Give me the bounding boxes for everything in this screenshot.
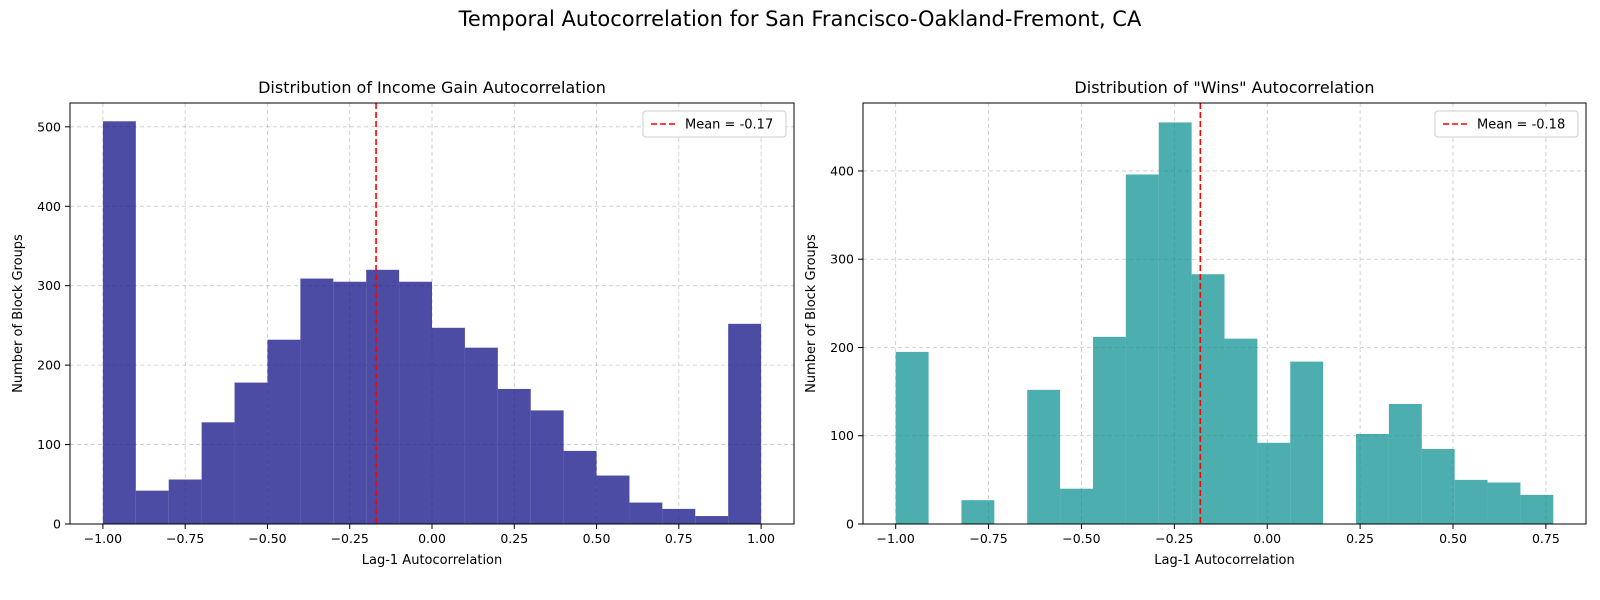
figure-title: Temporal Autocorrelation for San Francis…: [458, 7, 1142, 31]
histogram-bar: [464, 347, 498, 524]
histogram-bar: [1520, 494, 1554, 524]
histogram-bar: [201, 422, 235, 524]
x-tick-label: −0.25: [1155, 531, 1193, 546]
histogram-bar: [596, 475, 630, 524]
legend: Mean = -0.17: [642, 110, 787, 138]
histogram-bar: [333, 281, 367, 524]
histogram-bar: [563, 450, 597, 524]
y-tick-label: 300: [37, 278, 61, 293]
x-tick-label: 0.75: [665, 531, 693, 546]
histogram-bar: [1092, 336, 1126, 524]
histogram-bar: [234, 382, 268, 524]
x-tick-label: 0.00: [1253, 531, 1281, 546]
axes-frame: [862, 102, 1587, 525]
y-tick-label: 400: [37, 199, 61, 214]
legend-box: [642, 110, 787, 138]
histogram-bar: [1158, 122, 1192, 525]
histogram-bar: [168, 479, 202, 524]
y-tick-label: 200: [37, 358, 61, 373]
x-tick-label: 0.00: [418, 531, 446, 546]
x-axis-label: Lag-1 Autocorrelation: [362, 553, 503, 568]
histogram-bar: [300, 278, 334, 524]
histogram-bar: [1257, 442, 1291, 524]
histogram-bar: [1224, 338, 1258, 524]
histogram-bar: [662, 508, 696, 524]
y-tick-label: 0: [846, 517, 854, 532]
y-tick-label: 0: [53, 517, 61, 532]
y-tick-label: 100: [830, 428, 854, 443]
x-tick-label: −0.50: [1062, 531, 1100, 546]
chart-title: Distribution of "Wins" Autocorrelation: [1074, 78, 1374, 97]
x-tick-label: −0.75: [969, 531, 1007, 546]
histogram-bar: [629, 502, 663, 524]
histogram-bar: [135, 490, 169, 524]
legend: Mean = -0.18: [1434, 110, 1579, 138]
y-axis-label: Number of Block Groups: [804, 234, 819, 393]
histogram-bar: [1027, 389, 1061, 524]
histogram-bar: [728, 323, 762, 524]
legend-label: Mean = -0.18: [1477, 118, 1565, 133]
histogram-bar: [1125, 174, 1159, 524]
legend-label: Mean = -0.17: [685, 118, 773, 133]
histogram-bar: [1454, 479, 1488, 524]
y-tick-label: 400: [830, 163, 854, 178]
histogram-bar: [1421, 448, 1455, 524]
histogram-bar: [432, 327, 465, 524]
y-tick-label: 300: [830, 252, 854, 267]
histogram-bar: [1290, 361, 1324, 524]
x-tick-label: 1.00: [747, 531, 775, 546]
x-tick-label: 0.50: [583, 531, 611, 546]
x-tick-label: 0.25: [500, 531, 528, 546]
histogram-bar: [102, 121, 136, 525]
y-tick-label: 100: [37, 437, 61, 452]
histogram-bar: [1487, 482, 1521, 524]
x-tick-label: 0.25: [1346, 531, 1374, 546]
x-tick-label: 0.50: [1439, 531, 1467, 546]
x-tick-label: −0.50: [248, 531, 286, 546]
chart-panel-2: −1.00 −0.75 −0.50 −0.25 0.00 0.25 0.50 0.75 0 100…: [804, 78, 1587, 568]
histogram-bar: [530, 410, 564, 524]
histogram-bar: [961, 500, 995, 524]
x-axis-label: Lag-1 Autocorrelation: [1154, 553, 1295, 568]
histogram-bar: [1388, 403, 1422, 524]
histogram-bar: [895, 351, 929, 524]
x-tick-label: −1.00: [877, 531, 915, 546]
chart-panel-1: −1.00 −0.75 −0.50 −0.25 0.00 0.25 0.50 0.75 1.00…: [11, 78, 795, 568]
histogram-bar: [1191, 274, 1225, 524]
x-tick-label: −1.00: [84, 531, 122, 546]
histogram-bar: [399, 281, 432, 524]
legend-box: [1434, 110, 1579, 138]
histogram-bar: [497, 388, 531, 524]
y-axis-label: Number of Block Groups: [11, 234, 26, 393]
x-tick-label: −0.75: [166, 531, 204, 546]
histogram-bar: [1356, 433, 1389, 524]
histogram-bar: [695, 516, 729, 524]
histogram-bar: [366, 269, 400, 524]
histogram-bar: [267, 339, 301, 524]
x-tick-label: 0.75: [1532, 531, 1560, 546]
y-tick-label: 200: [830, 340, 854, 355]
x-tick-label: −0.25: [331, 531, 369, 546]
y-tick-label: 500: [37, 119, 61, 134]
chart-title: Distribution of Income Gain Autocorrelat…: [258, 78, 606, 97]
histogram-bar: [1060, 488, 1093, 524]
